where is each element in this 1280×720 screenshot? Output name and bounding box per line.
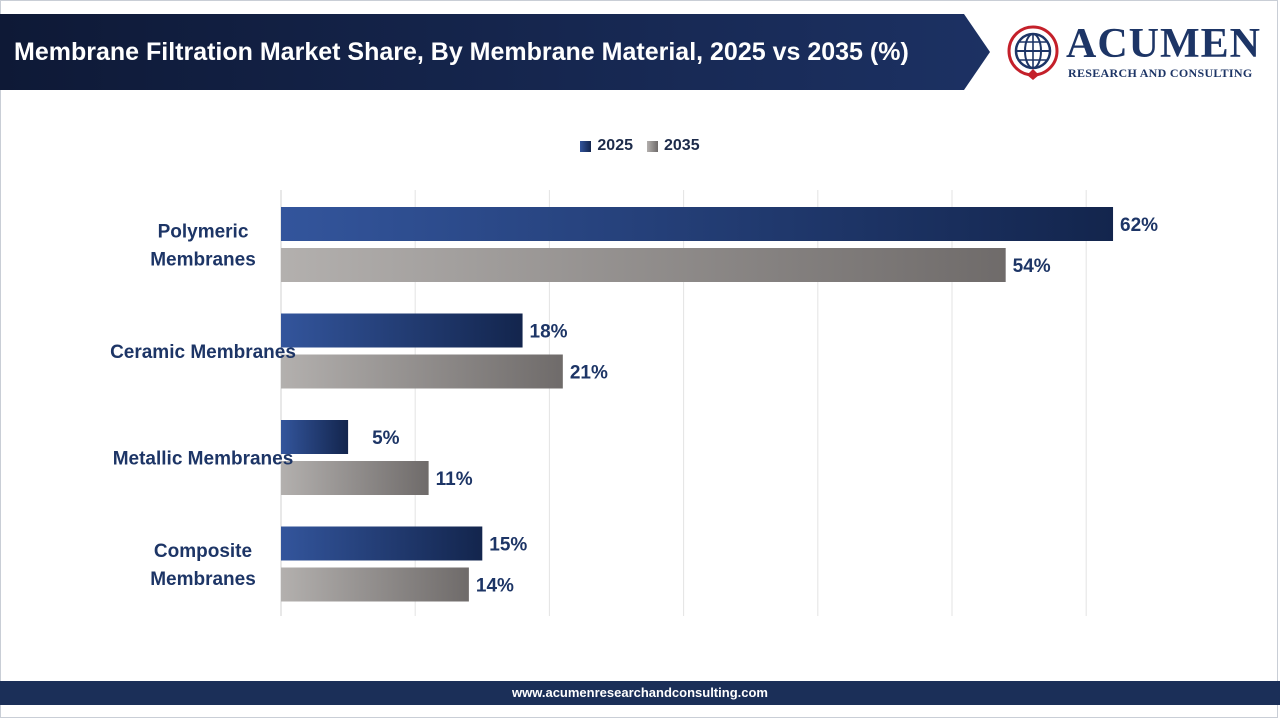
logo-tagline: RESEARCH AND CONSULTING [1068, 66, 1253, 80]
category-label: Membranes [150, 250, 256, 271]
legend-swatch-2025 [580, 140, 592, 152]
logo-wordmark: ACUMEN [1066, 21, 1261, 67]
data-label-series-2025-1: 18% [530, 322, 568, 343]
title-banner-shape [0, 14, 990, 90]
category-label: Ceramic Membranes [110, 342, 296, 363]
data-label-series-2035-0: 54% [1013, 256, 1051, 277]
legend-label-2025: 2025 [597, 137, 633, 154]
bar-series-2035-3 [281, 567, 469, 602]
data-label-series-2035-1: 21% [570, 363, 608, 384]
bar-series-2035-2 [281, 461, 429, 495]
bar-series-2035-1 [281, 354, 563, 389]
category-label: Polymeric [158, 222, 249, 243]
bar-series-2025-0 [281, 207, 1114, 241]
legend-item-2025: 2025 [580, 137, 633, 155]
bar-series-2025-2 [281, 420, 349, 454]
bar-series-2025-1 [281, 313, 523, 348]
data-label-series-2035-2: 11% [436, 469, 473, 490]
legend-item-2035: 2035 [647, 137, 700, 155]
category-label: Membranes [150, 569, 256, 590]
footer-bar: www.acumenresearchandconsulting.com [0, 681, 1280, 705]
footer-url: www.acumenresearchandconsulting.com [512, 685, 768, 700]
bar-chart: 62% 54% Polymeric Membranes 18%21% Ceramic Me… [110, 190, 1158, 616]
title-banner: Membrane Filtration Market Share, By Mem… [0, 14, 990, 90]
chart-legend: 2025 2035 [0, 136, 1280, 156]
acumen-logo: ACUMEN RESEARCH AND CONSULTING [1004, 21, 1264, 84]
bars [281, 207, 1114, 602]
data-label-series-2035-3: 14% [476, 576, 514, 597]
category-label: Metallic Membranes [113, 449, 294, 470]
category-label: Composite [154, 541, 252, 562]
chart-title: Membrane Filtration Market Share, By Mem… [14, 38, 909, 66]
data-label-series-2025-2: 5% [372, 428, 400, 449]
data-label-series-2025-3: 15% [489, 535, 527, 556]
labels: 62% 54% Polymeric Membranes 18%21% Ceramic Me… [110, 215, 1158, 597]
data-label-series-2025-0: 62% [1120, 215, 1158, 236]
legend-label-2035: 2035 [664, 137, 700, 154]
globe-icon [1007, 25, 1059, 80]
bar-series-2035-0 [281, 248, 1006, 282]
legend-swatch-2035 [647, 140, 658, 152]
bar-series-2025-3 [281, 526, 483, 561]
